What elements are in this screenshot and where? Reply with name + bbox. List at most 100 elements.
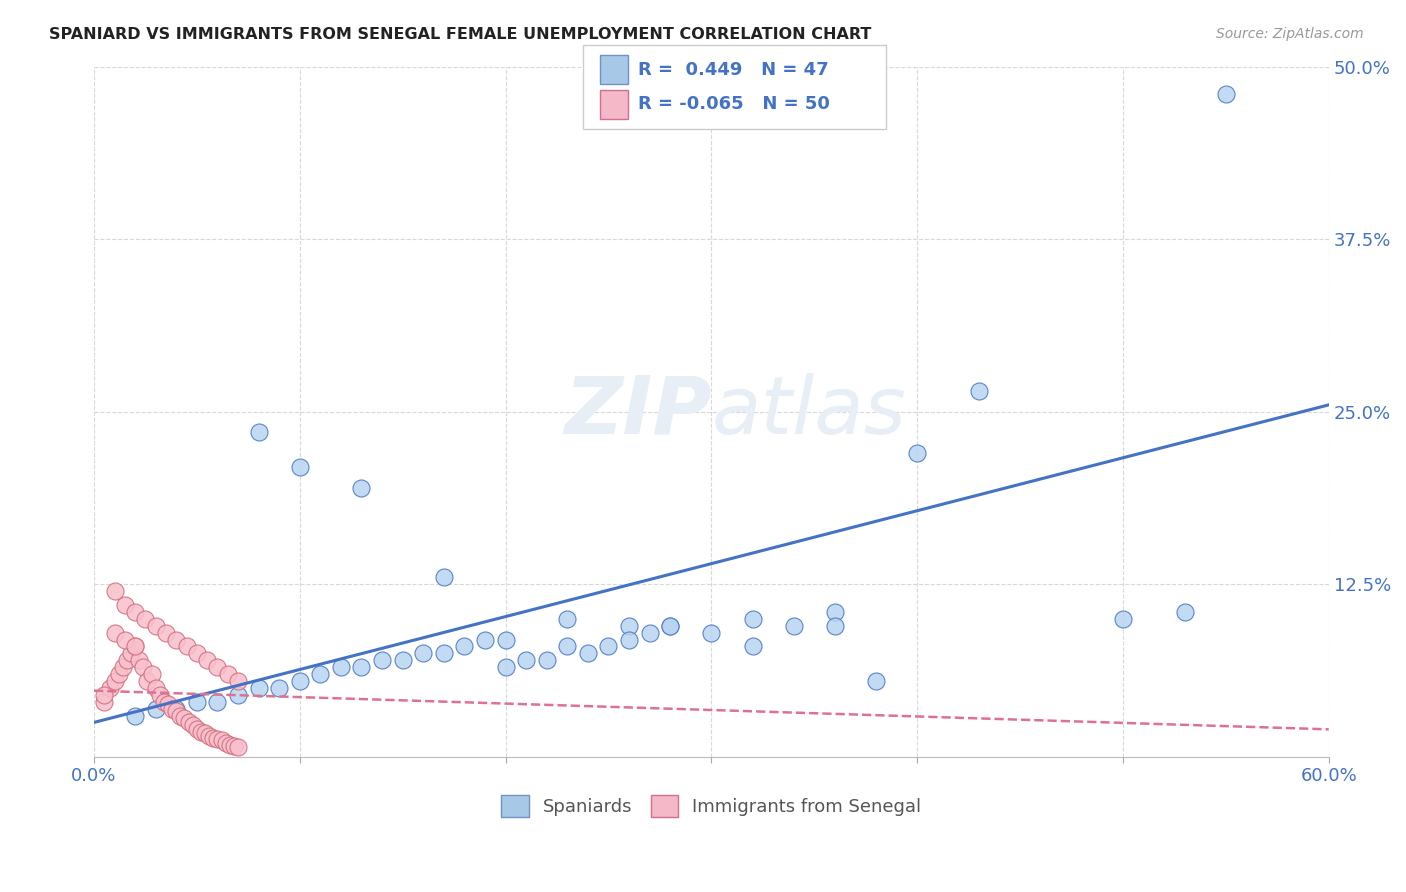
Point xyxy=(211,733,233,747)
Point xyxy=(93,688,115,702)
Point xyxy=(160,701,183,715)
Point xyxy=(905,446,928,460)
Point xyxy=(214,736,236,750)
Point xyxy=(247,425,270,440)
Point xyxy=(288,460,311,475)
Point xyxy=(195,653,218,667)
Text: Source: ZipAtlas.com: Source: ZipAtlas.com xyxy=(1216,27,1364,41)
Point xyxy=(495,632,517,647)
Point xyxy=(782,619,804,633)
Point xyxy=(103,584,125,599)
Point xyxy=(194,726,217,740)
Point xyxy=(165,632,187,647)
Text: ZIP: ZIP xyxy=(564,373,711,450)
Point xyxy=(124,640,146,654)
Point xyxy=(114,632,136,647)
Point xyxy=(371,653,394,667)
Point xyxy=(269,681,291,695)
Point xyxy=(350,660,373,674)
Point xyxy=(515,653,537,667)
Point xyxy=(576,647,599,661)
Point xyxy=(153,695,176,709)
Text: SPANIARD VS IMMIGRANTS FROM SENEGAL FEMALE UNEMPLOYMENT CORRELATION CHART: SPANIARD VS IMMIGRANTS FROM SENEGAL FEMA… xyxy=(49,27,872,42)
Legend: Spaniards, Immigrants from Senegal: Spaniards, Immigrants from Senegal xyxy=(495,788,928,824)
Point xyxy=(741,640,763,654)
Point xyxy=(659,619,682,633)
Point xyxy=(103,673,125,688)
Point xyxy=(433,647,456,661)
Point xyxy=(176,640,198,654)
Point xyxy=(207,660,229,674)
Point xyxy=(617,632,640,647)
Point xyxy=(202,731,225,745)
Point xyxy=(824,605,846,619)
Point xyxy=(165,705,187,719)
Point xyxy=(207,731,229,746)
Point xyxy=(136,673,159,688)
Point xyxy=(329,660,352,674)
Point xyxy=(700,625,723,640)
Point xyxy=(124,708,146,723)
Point xyxy=(93,695,115,709)
Point xyxy=(226,673,249,688)
Point xyxy=(111,660,134,674)
Point xyxy=(124,605,146,619)
Point xyxy=(617,619,640,633)
Point xyxy=(350,481,373,495)
Point xyxy=(186,695,208,709)
Point xyxy=(157,698,180,712)
Point xyxy=(741,612,763,626)
Point xyxy=(145,701,167,715)
Point xyxy=(555,612,578,626)
Point xyxy=(453,640,475,654)
Point xyxy=(141,667,163,681)
Point xyxy=(181,718,204,732)
Text: R = -0.065   N = 50: R = -0.065 N = 50 xyxy=(638,95,830,113)
Point xyxy=(824,619,846,633)
Point xyxy=(100,681,122,695)
Point xyxy=(165,701,187,715)
Point xyxy=(114,598,136,612)
Point xyxy=(967,384,990,398)
Point xyxy=(145,681,167,695)
Point xyxy=(173,711,195,725)
Point xyxy=(186,723,208,737)
Point xyxy=(115,653,138,667)
Point xyxy=(169,708,191,723)
Point xyxy=(638,625,661,640)
Point xyxy=(198,729,221,743)
Point xyxy=(103,625,125,640)
Point xyxy=(1215,87,1237,102)
Text: atlas: atlas xyxy=(711,373,905,450)
Point xyxy=(207,695,229,709)
Point xyxy=(134,612,156,626)
Point xyxy=(412,647,434,661)
Point xyxy=(124,640,146,654)
Point xyxy=(555,640,578,654)
Point xyxy=(107,667,129,681)
Point xyxy=(1112,612,1135,626)
Point xyxy=(222,739,245,753)
Point xyxy=(145,619,167,633)
Point xyxy=(309,667,332,681)
Point xyxy=(120,647,142,661)
Point xyxy=(247,681,270,695)
Point xyxy=(149,688,172,702)
Point xyxy=(598,640,620,654)
Point xyxy=(433,570,456,584)
Point xyxy=(536,653,558,667)
Point xyxy=(226,740,249,755)
Point xyxy=(177,715,200,730)
Point xyxy=(128,653,150,667)
Point xyxy=(218,738,240,752)
Point xyxy=(288,673,311,688)
Point xyxy=(1174,605,1197,619)
Point xyxy=(865,673,887,688)
Point xyxy=(132,660,155,674)
Point xyxy=(186,647,208,661)
Text: R =  0.449   N = 47: R = 0.449 N = 47 xyxy=(638,61,830,78)
Point xyxy=(226,688,249,702)
Point xyxy=(391,653,413,667)
Point xyxy=(217,667,239,681)
Point xyxy=(190,725,212,739)
